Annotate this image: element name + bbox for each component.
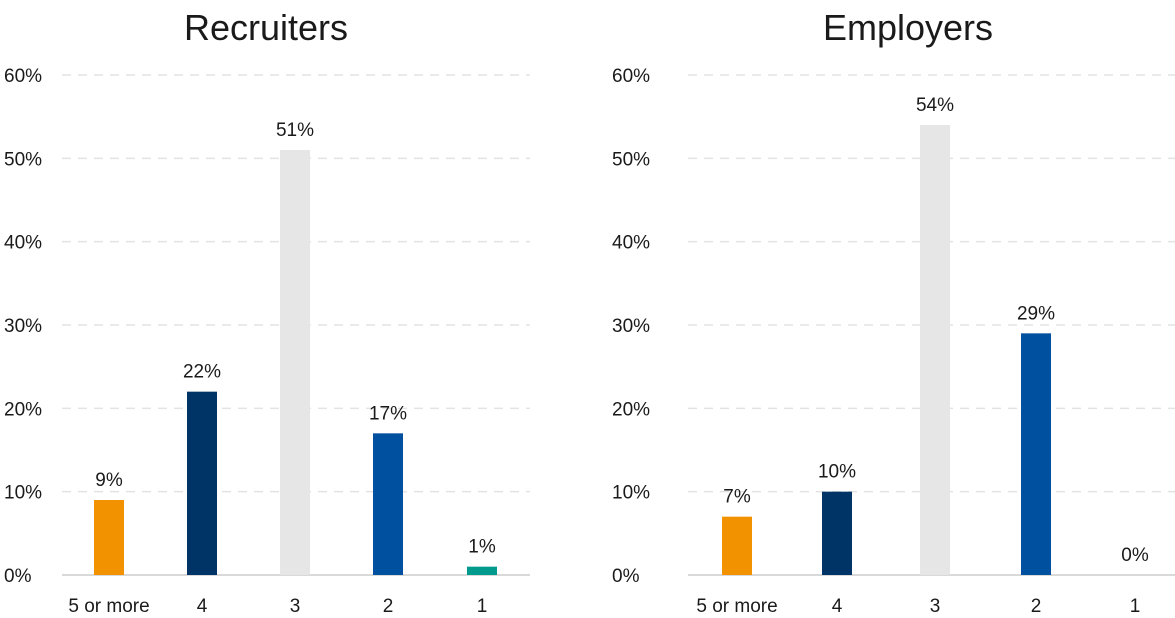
employers-data-label: 10% <box>818 462 856 483</box>
recruiters-x-tick-label: 3 <box>290 596 301 617</box>
employers-y-tick-label: 30% <box>612 316 650 337</box>
recruiters-bar <box>94 500 124 575</box>
employers-y-tick-label: 0% <box>612 566 640 587</box>
employers-y-tick-label: 60% <box>612 66 650 87</box>
employers-x-tick-label: 5 or more <box>696 596 777 617</box>
employers-bar <box>722 516 752 575</box>
employers-y-tick-label: 50% <box>612 149 650 170</box>
recruiters-bar <box>467 566 497 575</box>
employers-data-label: 29% <box>1017 303 1055 324</box>
recruiters-x-tick-label: 5 or more <box>68 596 149 617</box>
recruiters-y-tick-label: 30% <box>4 316 42 337</box>
employers-x-tick-label: 2 <box>1031 596 1042 617</box>
recruiters-bar <box>373 433 403 575</box>
recruiters-data-label: 22% <box>183 362 221 383</box>
recruiters-y-tick-label: 20% <box>4 399 42 420</box>
recruiters-data-label: 51% <box>276 120 314 141</box>
recruiters-y-tick-label: 10% <box>4 483 42 504</box>
recruiters-data-label: 17% <box>369 403 407 424</box>
employers-y-tick-label: 40% <box>612 233 650 254</box>
recruiters-x-tick-label: 4 <box>197 596 208 617</box>
recruiters-bar <box>187 391 217 575</box>
employers-y-tick-label: 20% <box>612 399 650 420</box>
employers-y-tick-label: 10% <box>612 483 650 504</box>
recruiters-x-tick-label: 1 <box>477 596 488 617</box>
recruiters-y-tick-label: 50% <box>4 149 42 170</box>
recruiters-y-tick-label: 0% <box>4 566 32 587</box>
recruiters-chart-title: Recruiters <box>184 7 348 48</box>
recruiters-bar <box>280 150 310 575</box>
employers-chart-title: Employers <box>823 7 993 48</box>
recruiters-y-tick-label: 60% <box>4 66 42 87</box>
recruiters-x-tick-label: 2 <box>383 596 394 617</box>
employers-bar <box>920 125 950 575</box>
employers-x-tick-label: 3 <box>930 596 941 617</box>
recruiters-data-label: 1% <box>468 537 496 558</box>
employers-data-label: 54% <box>916 95 954 116</box>
recruiters-y-tick-label: 40% <box>4 233 42 254</box>
employers-bar <box>822 491 852 575</box>
employers-x-tick-label: 4 <box>832 596 843 617</box>
employers-data-label: 7% <box>723 487 751 508</box>
employers-data-label: 0% <box>1121 545 1149 566</box>
employers-x-tick-label: 1 <box>1130 596 1141 617</box>
employers-bar <box>1021 333 1051 575</box>
recruiters-data-label: 9% <box>95 470 123 491</box>
